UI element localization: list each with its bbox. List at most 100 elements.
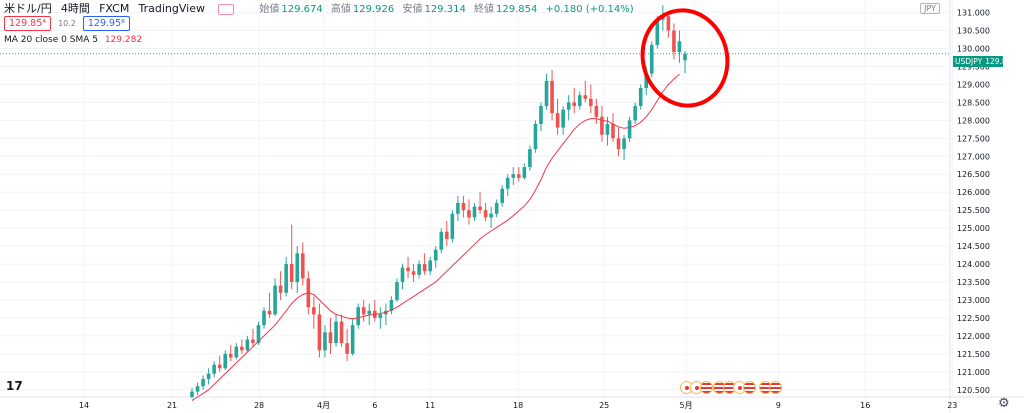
change-value: +0.180 (+0.14%) bbox=[545, 4, 634, 15]
candle-body bbox=[300, 253, 305, 279]
candle-body bbox=[295, 253, 300, 283]
candle-body bbox=[677, 41, 682, 53]
ma-line bbox=[191, 73, 680, 402]
y-tick-label: 128.500 bbox=[957, 98, 990, 107]
spread-value: 10.2 bbox=[58, 19, 76, 28]
high-value: 129.926 bbox=[352, 4, 395, 15]
last-price-tag: USDJPY 129.854 bbox=[953, 56, 1003, 67]
x-tick-label: 16 bbox=[860, 401, 870, 410]
x-tick-label: 23 bbox=[947, 401, 957, 410]
candle-body bbox=[655, 19, 660, 45]
close-label: 終値 bbox=[474, 4, 494, 15]
candle-body bbox=[350, 325, 355, 354]
candle-body bbox=[550, 80, 554, 114]
candle-body bbox=[422, 264, 427, 272]
candle-body bbox=[389, 299, 394, 311]
candle-body bbox=[417, 264, 421, 275]
price-tag-value: 129.854 bbox=[985, 57, 1003, 66]
candle-body bbox=[334, 321, 338, 344]
x-tick-label: 11 bbox=[425, 401, 435, 410]
sell-button[interactable]: 129.85⁴ bbox=[4, 16, 52, 31]
event-flags-2[interactable] bbox=[713, 381, 756, 394]
y-tick-label: 127.500 bbox=[957, 134, 990, 143]
broker-label: FXCM bbox=[99, 2, 130, 15]
annotation-circle bbox=[640, 8, 730, 108]
candle-body bbox=[544, 80, 549, 106]
candle-body bbox=[633, 105, 637, 121]
candle-body bbox=[472, 206, 477, 218]
y-tick-label: 131.000 bbox=[957, 9, 990, 18]
y-tick-label: 122.000 bbox=[957, 332, 990, 341]
candle-body bbox=[511, 174, 516, 178]
candle-body bbox=[212, 364, 216, 374]
event-flags-3[interactable] bbox=[759, 381, 782, 394]
candle-body bbox=[378, 314, 383, 318]
candle-body bbox=[638, 88, 643, 106]
y-tick-label: 123.000 bbox=[957, 296, 990, 305]
y-tick-label: 124.500 bbox=[957, 242, 990, 251]
x-tick-label: 18 bbox=[513, 401, 523, 410]
candle-body bbox=[273, 285, 277, 315]
candle-body bbox=[190, 391, 194, 397]
candle-body bbox=[267, 310, 272, 315]
candle-body bbox=[666, 16, 671, 31]
candle-body bbox=[683, 53, 687, 61]
y-tick-label: 125.500 bbox=[957, 206, 990, 215]
y-tick-label: 127.000 bbox=[957, 152, 990, 161]
candle-body bbox=[622, 138, 626, 150]
symbol-name[interactable]: 米ドル/円 bbox=[4, 2, 52, 15]
candle-body bbox=[528, 149, 532, 168]
candle-body bbox=[456, 202, 460, 214]
candle-body bbox=[483, 210, 488, 218]
buy-button[interactable]: 129.95⁶ bbox=[82, 16, 130, 31]
visibility-toggle-icon[interactable] bbox=[218, 3, 235, 15]
y-tick-label: 129.000 bbox=[957, 80, 990, 89]
candle-body bbox=[500, 188, 505, 203]
candle-body bbox=[356, 307, 360, 326]
candle-body bbox=[317, 314, 322, 351]
candle-body bbox=[240, 346, 244, 351]
close-value: 129.854 bbox=[496, 4, 538, 15]
candle-body bbox=[627, 120, 632, 139]
tv-logo-icon[interactable]: 17 bbox=[6, 379, 23, 393]
candle-body bbox=[605, 123, 610, 135]
candle-body bbox=[589, 98, 593, 106]
candle-body bbox=[228, 353, 233, 358]
low-value: 129.314 bbox=[424, 4, 466, 15]
indicator-legend[interactable]: MA 20 close 0 SMA 5 129.282 bbox=[4, 35, 142, 45]
candle-body bbox=[251, 339, 255, 344]
trade-panel: 129.85⁴ 10.2 129.95⁶ bbox=[4, 16, 130, 31]
candle-body bbox=[312, 307, 316, 315]
indicator-value: 129.282 bbox=[104, 35, 143, 45]
candle-body bbox=[433, 249, 438, 261]
y-tick-label: 123.500 bbox=[957, 278, 990, 287]
candle-body bbox=[517, 174, 521, 178]
candle-body bbox=[289, 264, 294, 283]
candle-body bbox=[361, 307, 366, 315]
candle-body bbox=[395, 282, 399, 300]
interval-label[interactable]: 4時間 bbox=[60, 2, 90, 15]
candle-body bbox=[644, 73, 649, 89]
candle-body bbox=[672, 30, 676, 53]
y-tick-label: 130.500 bbox=[957, 27, 990, 36]
candle-body bbox=[594, 105, 599, 117]
y-tick-label: 125.000 bbox=[957, 224, 990, 233]
x-tick-label: 28 bbox=[254, 401, 264, 410]
candle-body bbox=[323, 332, 327, 351]
y-tick-label: 122.500 bbox=[957, 314, 990, 323]
us-flag-icon[interactable] bbox=[769, 381, 782, 394]
price-tag-symbol: USDJPY bbox=[955, 57, 983, 66]
candle-body bbox=[206, 373, 211, 380]
x-tick-label: 14 bbox=[79, 401, 89, 410]
y-tick-label: 126.000 bbox=[957, 188, 990, 197]
currency-tag[interactable]: JPY bbox=[920, 3, 940, 14]
y-tick-label: 121.500 bbox=[957, 350, 990, 359]
us-flag-icon[interactable] bbox=[743, 381, 756, 394]
candle-body bbox=[522, 167, 527, 178]
event-flags-1[interactable] bbox=[680, 381, 713, 394]
candle-body bbox=[616, 138, 621, 150]
us-flag-icon[interactable] bbox=[700, 381, 713, 394]
gear-icon[interactable]: ⚙ bbox=[998, 396, 1010, 411]
x-tick-label: 21 bbox=[167, 401, 177, 410]
